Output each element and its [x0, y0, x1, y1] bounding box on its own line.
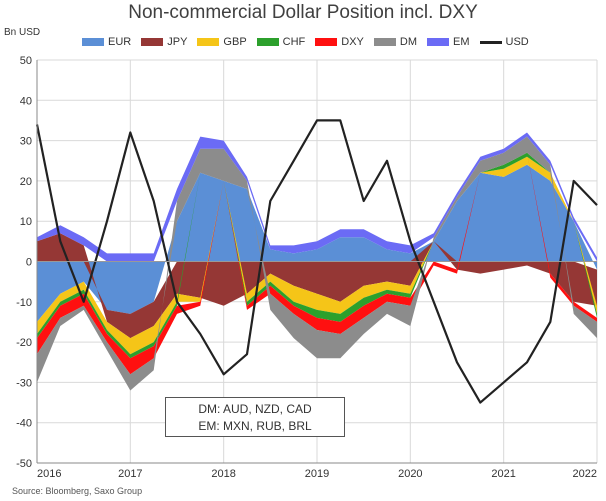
line-usd: [35, 119, 598, 404]
y-tick-label: 40: [20, 95, 32, 107]
legend-item-gbp: GBP: [197, 36, 247, 48]
y-tick-label: 20: [20, 176, 32, 188]
annotation-line-em: EM: MXN, RUB, BRL: [198, 419, 312, 433]
area-dm: [37, 136, 597, 391]
annotation-box: DM: AUD, NZD, CAD EM: MXN, RUB, BRL: [165, 397, 345, 437]
legend-label-dxy: DXY: [341, 36, 364, 48]
y-tick-label: 30: [20, 136, 32, 148]
area-em: [37, 132, 597, 262]
area-eur: [37, 164, 597, 322]
y-axis-unit: Bn USD: [4, 27, 41, 38]
x-tick-label: 2020: [398, 468, 422, 480]
legend-item-em: EM: [427, 36, 470, 48]
y-tick-label: -40: [16, 418, 32, 430]
legend-item-jpy: JPY: [141, 36, 187, 48]
y-tick-label: -50: [16, 458, 32, 470]
legend-label-dm: DM: [399, 36, 417, 48]
legend-swatch-dxy: [315, 38, 338, 46]
legend-swatch-jpy: [141, 38, 164, 46]
legend-item-dxy: DXY: [315, 36, 364, 48]
legend-swatch-usd: [479, 40, 502, 44]
y-tick-label: 50: [20, 55, 32, 67]
legend-item-eur: EUR: [82, 36, 131, 48]
x-tick-label: 2016: [37, 468, 61, 480]
legend-item-dm: DM: [373, 36, 417, 48]
x-tick-label: 2022: [573, 468, 597, 480]
legend-label-eur: EUR: [108, 36, 132, 48]
x-tick-label: 2018: [211, 468, 235, 480]
legend-label-jpy: JPY: [167, 36, 188, 48]
legend-swatch-dm: [373, 38, 396, 46]
y-tick-label: -20: [16, 337, 32, 349]
y-tick-label: -30: [16, 377, 32, 389]
legend-swatch-eur: [82, 38, 104, 46]
area-chf: [37, 152, 597, 359]
y-tick-label: -10: [16, 297, 32, 309]
legend-label-usd: USD: [505, 36, 529, 48]
area-dxy: [37, 152, 597, 375]
chart-title: Non-commercial Dollar Position incl. DXY: [128, 2, 478, 23]
legend: EUR JPY GBP CHF DXY DM EM USD: [82, 36, 539, 48]
annotation-line-dm: DM: AUD, NZD, CAD: [198, 402, 312, 416]
legend-swatch-em: [427, 38, 449, 46]
legend-label-chf: CHF: [282, 36, 306, 48]
y-tick-label: 10: [20, 216, 32, 228]
legend-label-gbp: GBP: [223, 36, 247, 48]
legend-item-chf: CHF: [256, 36, 306, 48]
x-tick-label: 2019: [305, 468, 329, 480]
x-tick-label: 2017: [118, 468, 142, 480]
y-tick-label: 0: [26, 257, 32, 269]
x-tick-label: 2021: [491, 468, 515, 480]
source-note: Source: Bloomberg, Saxo Group: [12, 486, 143, 496]
area-jpy: [37, 233, 597, 339]
legend-swatch-gbp: [197, 38, 220, 46]
legend-item-usd: USD: [479, 36, 529, 48]
legend-label-em: EM: [453, 36, 470, 48]
legend-swatch-chf: [256, 38, 279, 46]
